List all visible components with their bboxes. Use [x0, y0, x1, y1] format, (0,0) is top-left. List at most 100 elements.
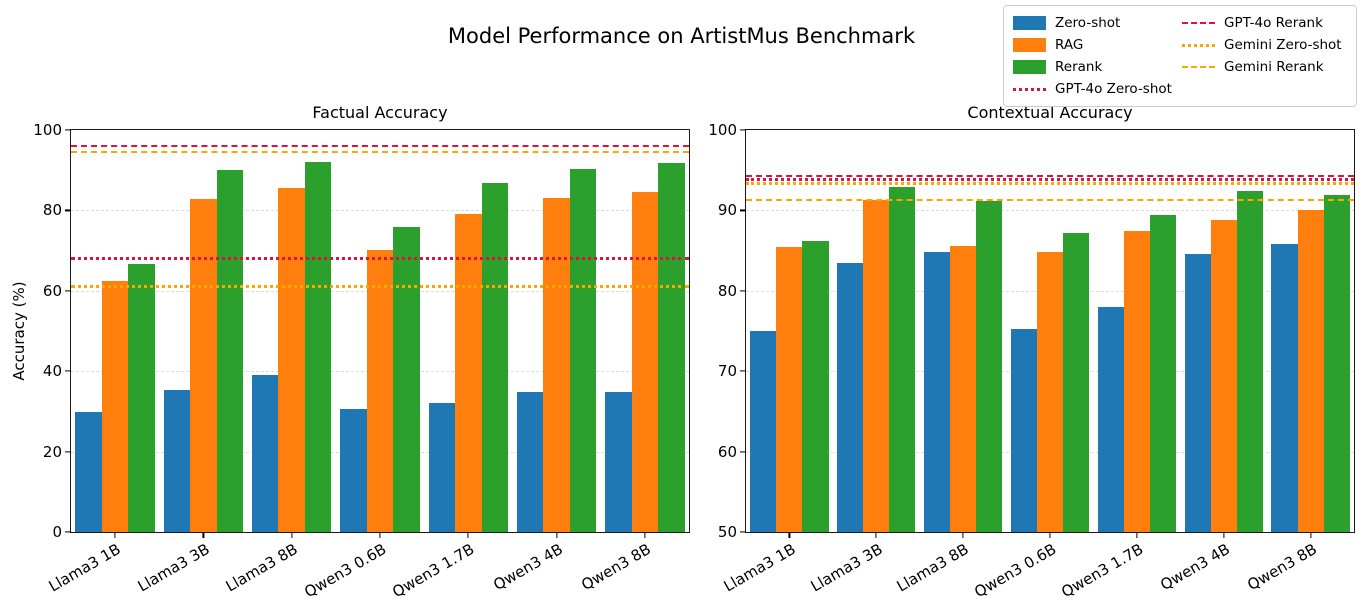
- y-tick-label: 80: [42, 201, 62, 220]
- x-tick-label-text: Llama3 3B: [807, 540, 886, 596]
- bar-zero-shot: [1271, 244, 1298, 532]
- legend-label: Gemini Zero-shot: [1224, 37, 1342, 53]
- bar-zero-shot: [163, 390, 191, 532]
- y-tick-mark: [740, 531, 746, 533]
- bar-rag: [1036, 252, 1064, 532]
- x-tick-label-text: Llama3 8B: [222, 540, 301, 596]
- legend-item: Gemini Zero-shot: [1182, 37, 1347, 53]
- baseline-gemini-rerank: [746, 199, 1354, 202]
- bar-rerank: [216, 170, 244, 532]
- bar-rerank: [658, 162, 685, 532]
- legend-line-icon: [1182, 66, 1215, 68]
- bar-rag: [776, 247, 803, 532]
- x-tick-label-text: Qwen3 0.6B: [300, 540, 389, 602]
- bar-rag: [863, 199, 890, 532]
- y-tick-mark: [65, 531, 71, 533]
- x-tick-mark: [555, 532, 558, 538]
- y-tick-mark: [65, 451, 71, 453]
- y-tick-mark: [740, 290, 746, 292]
- x-tick-mark: [1309, 532, 1312, 538]
- bar-rerank: [1063, 232, 1090, 532]
- bar-rag: [278, 188, 305, 532]
- baseline-gpt-4o-zero-shot: [746, 178, 1354, 182]
- figure-title: Model Performance on ArtistMus Benchmark: [447, 24, 916, 48]
- y-tick-label: 0: [52, 523, 62, 541]
- y-tick-mark: [740, 370, 746, 372]
- bar-zero-shot: [924, 252, 951, 532]
- baseline-gpt-4o-rerank: [71, 145, 689, 148]
- bar-rag: [1123, 231, 1150, 532]
- bar-rag: [631, 191, 659, 532]
- x-tick-mark: [644, 532, 646, 538]
- x-tick-mark: [291, 532, 293, 538]
- y-tick-mark: [65, 129, 71, 131]
- bar-rag: [190, 199, 217, 532]
- bar-zero-shot: [516, 392, 544, 532]
- legend-item: Zero-shot: [1013, 15, 1178, 31]
- legend-item: GPT-4o Rerank: [1182, 15, 1347, 31]
- legend-item: Rerank: [1013, 59, 1178, 75]
- x-tick-label-text: Qwen3 0.6B: [970, 540, 1059, 602]
- y-tick-label: 90: [717, 201, 737, 220]
- legend-label: Zero-shot: [1055, 15, 1121, 31]
- bar-rerank: [304, 161, 332, 532]
- bar-rerank: [1149, 215, 1176, 532]
- bar-zero-shot: [605, 392, 632, 532]
- bar-rerank: [976, 200, 1003, 532]
- x-tick-mark: [1223, 532, 1225, 538]
- x-tick-label-text: Qwen3 4B: [1157, 540, 1233, 595]
- legend-item: RAG: [1013, 37, 1178, 53]
- baseline-gemini-zero-shot: [71, 284, 689, 288]
- gridline: [71, 210, 689, 212]
- x-tick-mark: [202, 532, 205, 538]
- x-tick-label-text: Llama3 3B: [134, 540, 213, 596]
- y-tick-label: 70: [717, 362, 737, 381]
- y-tick-label: 40: [42, 362, 62, 381]
- x-tick-mark: [379, 532, 381, 538]
- contextual-accuracy-plot: Contextual Accuracy 50 60 70 80 90 100 Llama3 …: [708, 103, 1355, 601]
- y-tick-label: 100: [33, 121, 62, 139]
- x-tick-mark: [1049, 532, 1051, 538]
- factual-accuracy-plot: Factual Accuracy Accuracy (%) 0 20 40 60 80 1…: [10, 103, 690, 601]
- bar-rag: [366, 249, 394, 532]
- bar-rerank: [1323, 195, 1350, 532]
- y-tick-mark: [740, 129, 746, 131]
- bar-rag: [455, 213, 482, 532]
- gridline: [746, 210, 1354, 212]
- y-tick-mark: [740, 451, 746, 453]
- legend-label: Gemini Rerank: [1224, 59, 1324, 75]
- bar-rerank: [889, 187, 916, 532]
- y-tick-label: 50: [717, 523, 737, 541]
- y-tick-mark: [65, 370, 71, 372]
- legend-label: GPT-4o Rerank: [1224, 15, 1323, 31]
- x-tick-label-text: Qwen3 4B: [489, 540, 566, 595]
- x-tick-label-text: Llama3 1B: [720, 540, 799, 596]
- y-tick-label: 80: [717, 281, 737, 300]
- bar-rerank: [569, 168, 597, 532]
- bar-zero-shot: [1010, 328, 1037, 532]
- legend-label: GPT-4o Zero-shot: [1055, 81, 1172, 97]
- y-tick-mark: [65, 209, 71, 211]
- bar-zero-shot: [1097, 306, 1124, 532]
- y-tick-label: 60: [42, 281, 62, 300]
- x-tick-mark: [788, 532, 791, 538]
- bar-rerank: [393, 227, 420, 532]
- bar-zero-shot: [75, 412, 102, 532]
- y-tick-label: 20: [42, 442, 62, 461]
- baseline-gemini-rerank: [71, 151, 689, 154]
- y-tick-label: 60: [717, 442, 737, 461]
- legend-line-icon: [1013, 87, 1046, 91]
- bar-zero-shot: [837, 262, 864, 532]
- x-tick-mark: [875, 532, 877, 538]
- x-tick-mark: [467, 532, 469, 538]
- subplot-title-contextual: Contextual Accuracy: [967, 103, 1133, 122]
- x-tick-mark: [962, 532, 964, 538]
- x-tick-mark: [114, 532, 116, 538]
- legend-swatch-icon: [1013, 16, 1046, 30]
- y-tick-mark: [740, 209, 746, 211]
- baseline-gpt-4o-zero-shot: [71, 257, 689, 261]
- bar-rerank: [802, 240, 829, 532]
- legend-swatch-icon: [1013, 60, 1046, 74]
- bar-rerank: [481, 183, 508, 532]
